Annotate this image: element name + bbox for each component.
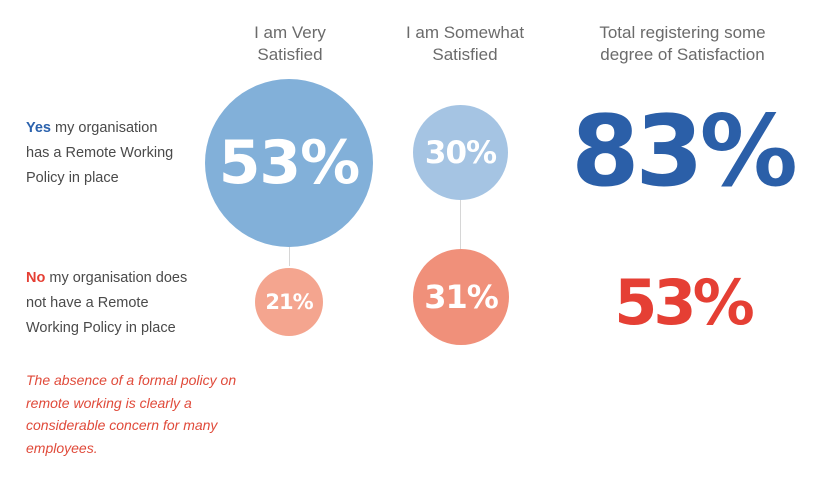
row-no-line2: not have a Remote: [26, 295, 149, 311]
cut-off-title: [0, 0, 825, 7]
bubble-yes-very-satisfied: 53%: [205, 79, 373, 247]
connector-somewhat-satisfied: [460, 198, 461, 250]
row-no-line3: Working Policy in place: [26, 320, 176, 336]
value-total-yes: 83%: [571, 95, 798, 209]
row-yes-line2: has a Remote Working: [26, 145, 174, 161]
row-yes-line1: my organisation: [55, 120, 158, 136]
header-very-satisfied: I am Very Satisfied: [205, 22, 375, 66]
total-yes: 83%: [555, 92, 810, 212]
value-no-somewhat-satisfied: 31%: [424, 278, 499, 316]
header-somewhat-satisfied-line1: I am Somewhat: [405, 23, 525, 42]
row-no-line1: my organisation does: [49, 270, 188, 286]
footnote-line2: remote working is clearly a: [26, 394, 192, 411]
value-no-very-satisfied: 21%: [265, 290, 313, 314]
total-no: 53%: [595, 265, 770, 341]
row-no-lead: No: [26, 270, 46, 286]
header-total-line2: degree of Satisfaction: [600, 45, 765, 64]
header-very-satisfied-line2: Satisfied: [257, 45, 323, 64]
bubble-no-very-satisfied: 21%: [255, 268, 323, 336]
connector-very-satisfied: [289, 244, 290, 266]
bubble-no-somewhat-satisfied: 31%: [413, 249, 509, 345]
header-total-satisfaction: Total registering some degree of Satisfa…: [570, 22, 795, 66]
row-yes-lead: Yes: [26, 120, 51, 136]
header-somewhat-satisfied: I am Somewhat Satisfied: [375, 22, 555, 66]
footnote-line4: employees.: [26, 439, 98, 456]
header-somewhat-satisfied-line2: Satisfied: [432, 45, 498, 64]
row-label-yes: Yes my organisation has a Remote Working…: [26, 116, 206, 191]
header-very-satisfied-line1: I am Very: [254, 23, 326, 42]
value-total-no: 53%: [614, 266, 754, 339]
bubble-yes-somewhat-satisfied: 30%: [413, 105, 508, 200]
row-yes-line3: Policy in place: [26, 170, 119, 186]
header-total-line1: Total registering some: [599, 23, 766, 42]
footnote-concern: The absence of a formal policy on remote…: [26, 369, 256, 459]
value-yes-somewhat-satisfied: 30%: [424, 134, 497, 171]
row-label-no: No my organisation does not have a Remot…: [26, 266, 216, 341]
value-yes-very-satisfied: 53%: [218, 128, 361, 198]
footnote-line3: considerable concern for many: [26, 417, 218, 433]
footnote-line1: The absence of a formal policy on: [26, 372, 237, 388]
